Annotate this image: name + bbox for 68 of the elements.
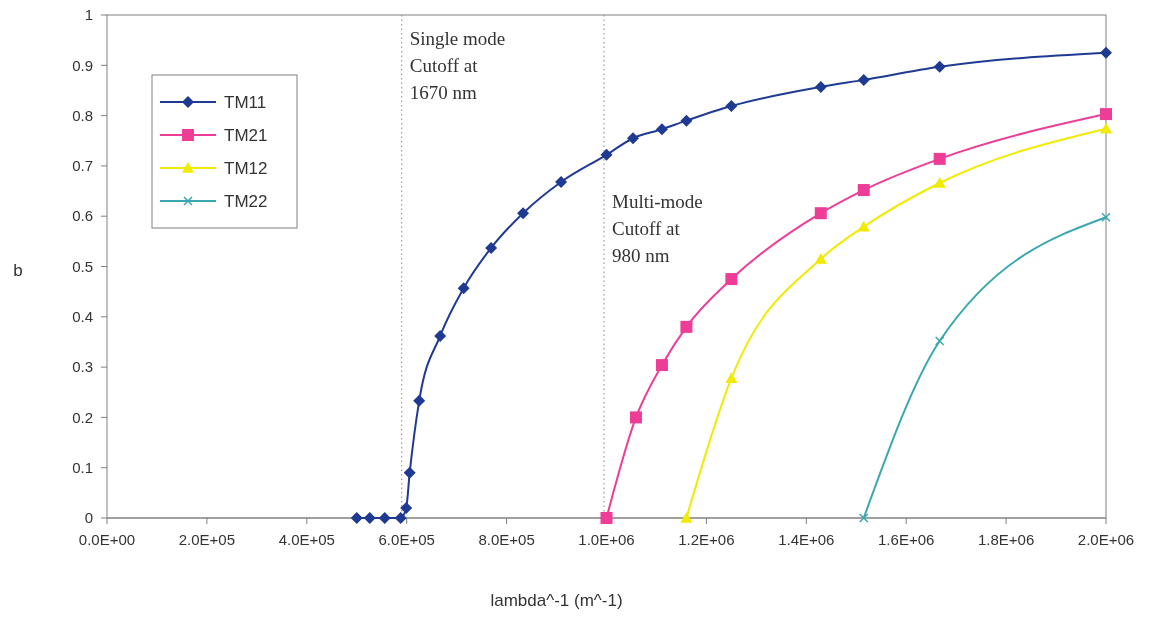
point — [485, 241, 498, 254]
point — [680, 512, 693, 523]
x-axis-title: lambda^-1 (m^-1) — [490, 591, 623, 610]
x-tick-label: 1.8E+06 — [977, 531, 1035, 548]
legend-label: TM11 — [224, 92, 267, 112]
point — [403, 466, 416, 479]
point — [814, 80, 827, 93]
point — [400, 501, 413, 514]
point — [725, 100, 738, 113]
annotation: Multi-mode Cutoff at 980 nm — [612, 191, 703, 266]
point — [600, 512, 613, 524]
y-tick-label: 0.2 — [72, 408, 93, 426]
x-tick-label: 2.0E+05 — [178, 531, 236, 548]
x-tick-label: 4.0E+05 — [278, 531, 335, 548]
point — [457, 282, 470, 295]
point — [725, 273, 738, 286]
point — [655, 359, 668, 372]
point — [413, 394, 426, 407]
point — [600, 148, 613, 161]
point — [934, 336, 945, 346]
point — [933, 60, 946, 73]
point — [363, 512, 376, 524]
point — [629, 411, 642, 424]
point — [725, 372, 738, 383]
y-tick-label: 0.4 — [72, 308, 93, 326]
x-tick-label: 0.0E+00 — [78, 531, 136, 548]
point — [933, 152, 946, 165]
y-tick-label: 0.9 — [72, 56, 93, 74]
y-tick-label: 0.1 — [72, 458, 93, 476]
x-tick-label: 1.4E+06 — [778, 531, 835, 548]
point — [933, 177, 946, 188]
legend-label: TM21 — [224, 125, 268, 145]
x-tick-label: 1.0E+06 — [578, 531, 635, 548]
point — [394, 512, 407, 524]
point — [857, 184, 870, 197]
point — [350, 512, 363, 524]
point — [517, 207, 530, 220]
y-tick-label: 0.5 — [72, 257, 93, 275]
point — [680, 320, 693, 333]
y-tick-label: 1 — [84, 6, 93, 24]
point — [626, 132, 639, 145]
x-tick-label: 6.0E+05 — [378, 531, 435, 548]
y-tick-label: 0.3 — [72, 358, 93, 376]
point — [555, 176, 568, 188]
legend-label: TM12 — [224, 158, 268, 178]
point — [1100, 108, 1112, 121]
annotation: Single mode Cutoff at 1670 nm — [409, 28, 506, 103]
point — [814, 207, 827, 220]
x-tick-label: 8.0E+05 — [478, 531, 535, 548]
x-tick-label: 1.6E+06 — [878, 531, 935, 548]
point — [680, 114, 693, 127]
y-tick-label: 0 — [84, 509, 93, 527]
point — [1100, 46, 1112, 59]
point — [655, 123, 668, 136]
y-tick-label: 0.8 — [72, 106, 93, 124]
y-tick-label: 0.6 — [72, 207, 93, 225]
point — [1101, 212, 1111, 222]
point — [814, 252, 827, 264]
point — [857, 73, 870, 86]
x-tick-label: 2.0E+06 — [1077, 531, 1135, 548]
y-axis-title: b — [13, 260, 23, 280]
x-tick-label: 1.2E+06 — [678, 531, 735, 548]
point — [378, 512, 391, 524]
point — [434, 329, 447, 342]
legend-label: TM22 — [224, 191, 268, 211]
y-tick-label: 0.7 — [72, 157, 93, 175]
point — [858, 513, 869, 523]
point — [857, 220, 870, 232]
